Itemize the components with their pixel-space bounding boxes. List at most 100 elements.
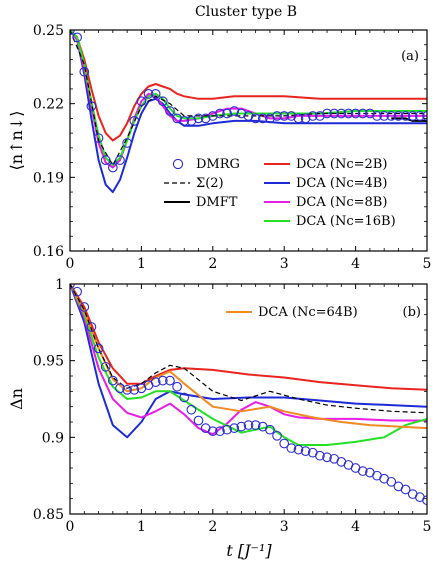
dmrg-point	[179, 116, 190, 126]
dmrg-point	[286, 111, 297, 121]
plot-frame	[69, 283, 428, 515]
dmrg-point	[79, 302, 90, 312]
y-tick-label: 1	[55, 277, 64, 293]
legend-label: DCA (Nc=2B)	[296, 157, 387, 172]
y-tick-label: 0.95	[33, 354, 64, 370]
x-tick-label: 3	[280, 519, 289, 535]
x-tick-label: 5	[423, 256, 432, 272]
legend-label: DMRG	[196, 157, 240, 172]
legend-swatch	[172, 158, 184, 170]
dmrg-point	[236, 421, 247, 432]
series-line-dca-nc-8b	[70, 284, 427, 436]
dmrg-point	[336, 108, 347, 119]
dmrg-point	[165, 375, 175, 386]
dmrg-point	[357, 108, 368, 119]
dmrg-point	[222, 424, 232, 435]
dmrg-point	[172, 381, 182, 392]
x-tick-label: 0	[66, 256, 75, 272]
dmrg-point	[129, 384, 140, 395]
series-line-dca-nc-2b	[70, 30, 427, 142]
dmrg-point	[157, 96, 168, 107]
dmrg-point	[272, 430, 282, 441]
dmrg-point	[407, 111, 418, 121]
x-tick-label: 2	[208, 519, 217, 535]
dmrg-point	[207, 111, 218, 121]
legend-label: DCA (Nc=8B)	[296, 195, 387, 210]
dmrg-point	[386, 111, 397, 121]
dmrg-point	[93, 343, 104, 354]
series-line-2	[70, 284, 427, 414]
dmrg-point	[93, 133, 104, 143]
dmrg-point	[329, 108, 340, 119]
dmrg-point	[115, 383, 125, 394]
x-tick-label: 4	[351, 256, 360, 272]
dmrg-point	[143, 88, 154, 99]
dmrg-point	[186, 404, 197, 415]
dmrg-point	[200, 113, 211, 124]
y-tick-label: 0.19	[33, 170, 64, 186]
x-tick-label: 5	[423, 519, 432, 535]
series-line-2	[70, 30, 427, 166]
dmrg-point	[129, 116, 140, 126]
y-tick-label: 0.9	[42, 430, 64, 446]
y-tick-label: 0.16	[33, 244, 64, 260]
dmrg-point	[279, 438, 290, 449]
dmrg-point	[322, 452, 332, 463]
legend-label: DCA (Nc=64B)	[258, 305, 358, 320]
dmrg-point	[315, 111, 325, 121]
dmrg-point	[193, 113, 204, 124]
dmrg-point	[357, 466, 368, 476]
dmrg-point	[150, 377, 161, 387]
dmrg-point	[300, 113, 311, 124]
series-line-dca-nc-16b	[70, 284, 427, 446]
x-tick-label: 1	[137, 519, 146, 535]
dmrg-point	[293, 444, 304, 455]
legend: DCA (Nc=64B)	[226, 305, 358, 320]
dmrg-point	[379, 111, 390, 121]
dmrg-point	[86, 322, 97, 332]
dmrg-point	[150, 88, 161, 99]
dmrg-point	[86, 101, 97, 111]
series-line-dmft	[391, 117, 427, 122]
dmrg-point	[386, 476, 397, 487]
dmrg-point	[222, 108, 232, 119]
dmrg-point	[179, 392, 190, 403]
dmrg-point	[122, 138, 132, 148]
x-tick-label: 2	[208, 256, 217, 272]
dmrg-point	[136, 96, 147, 107]
dmrg-point	[72, 32, 82, 43]
dmrg-point	[322, 108, 332, 119]
dmrg-point	[122, 384, 132, 395]
dmrg-point	[400, 111, 411, 121]
dmrg-point	[350, 108, 361, 119]
dmrg-point	[315, 450, 325, 461]
x-axis-label: t [J⁻¹]	[226, 541, 272, 560]
legend-label: Σ(2)	[196, 176, 224, 191]
dmrg-point	[172, 113, 182, 124]
x-tick-label: 3	[280, 256, 289, 272]
dmrg-point	[100, 361, 111, 372]
dmrg-point	[250, 113, 261, 124]
x-tick-label: 0	[66, 519, 75, 535]
x-tick-label: 4	[351, 519, 360, 535]
dmrg-point	[236, 108, 247, 119]
dmrg-point	[422, 495, 427, 506]
dmrg-point	[207, 426, 218, 437]
dmrg-point	[415, 111, 425, 121]
legend-label: DCA (Nc=4B)	[296, 176, 387, 191]
dmrg-point	[229, 106, 240, 116]
dmrg-point	[343, 108, 354, 119]
dmrg-point	[272, 111, 282, 121]
dmrg-point	[400, 484, 411, 495]
plot-frame	[69, 29, 428, 252]
series-line-dca-nc-4b	[70, 284, 427, 439]
dmrg-point	[300, 446, 311, 456]
dmrg-point	[265, 424, 275, 435]
dmrg-point	[107, 375, 118, 386]
y-tick-label: 0.85	[33, 507, 64, 523]
dmrg-point	[393, 111, 404, 121]
dmrg-point	[279, 111, 290, 121]
panel-label: (b)	[403, 305, 421, 320]
dmrg-point	[107, 162, 118, 173]
